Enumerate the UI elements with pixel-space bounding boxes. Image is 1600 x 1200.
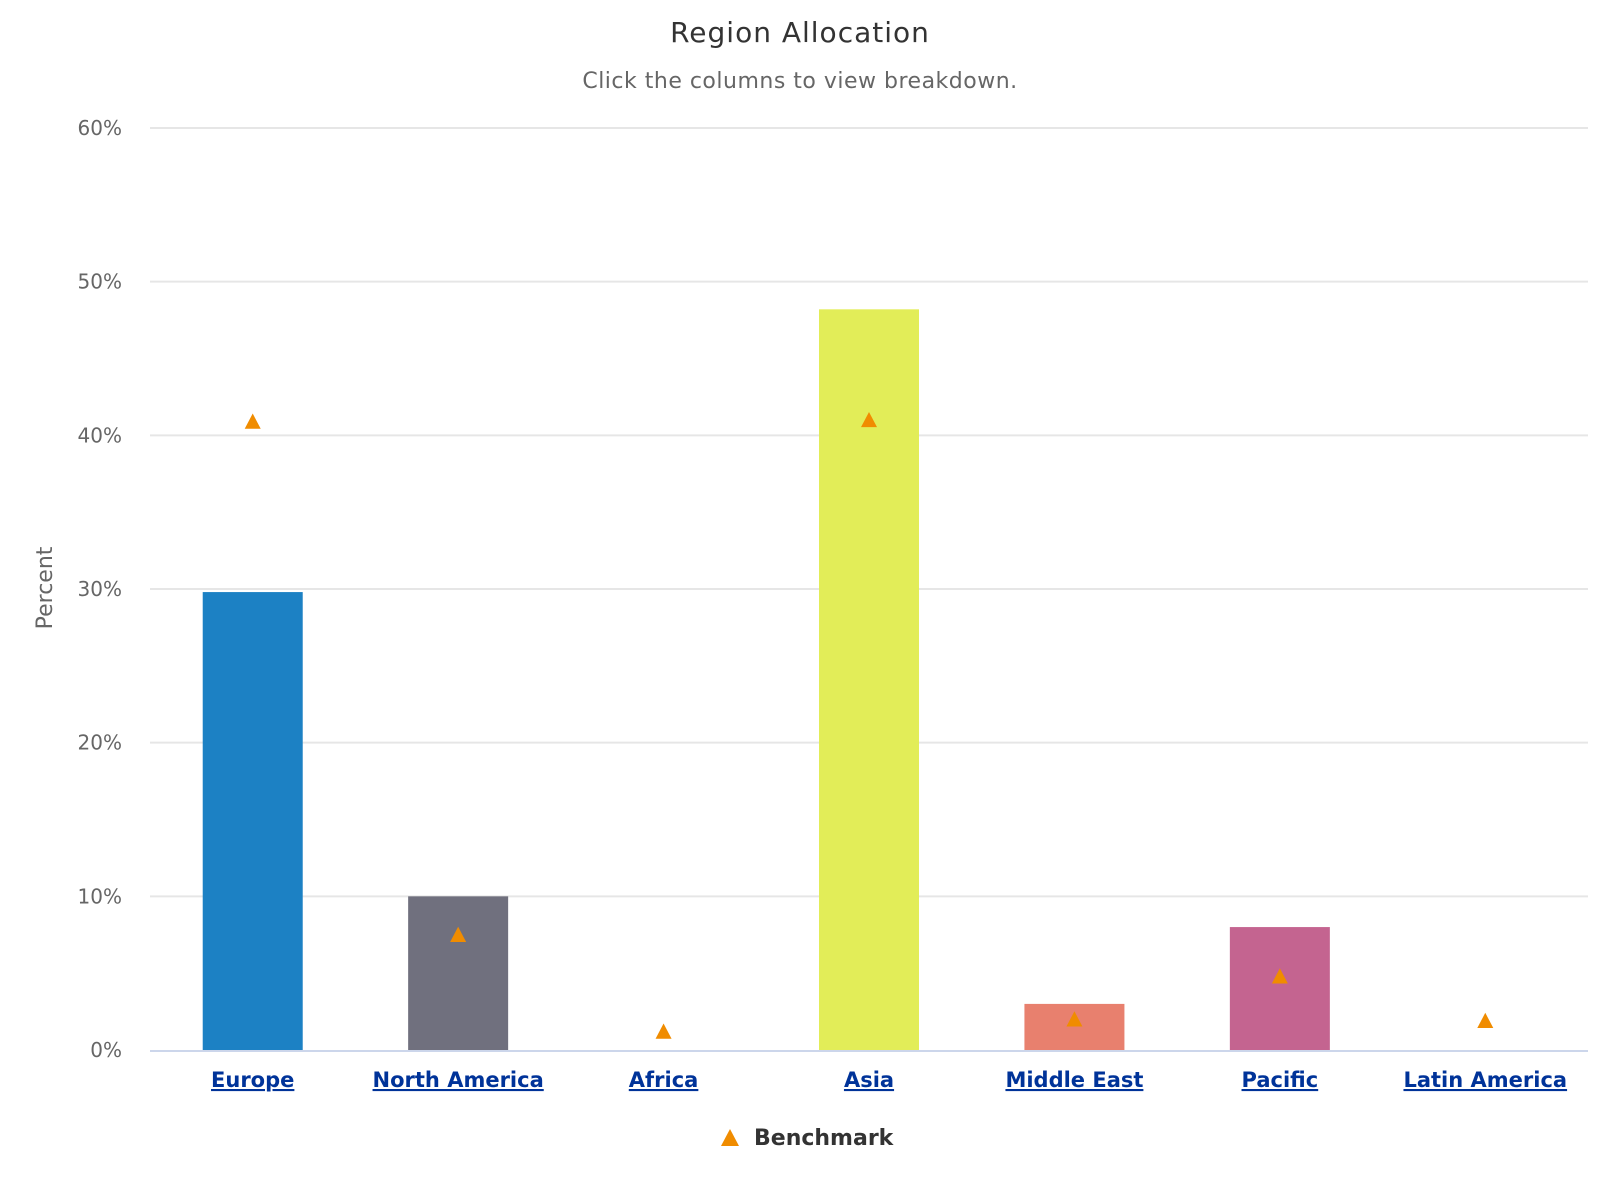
x-tick-label-europe[interactable]: Europe — [211, 1068, 294, 1092]
x-tick-label-north-america[interactable]: North America — [373, 1068, 544, 1092]
benchmark-marker-middle-east[interactable] — [1066, 1011, 1083, 1027]
y-tick-label: 60% — [78, 116, 122, 140]
x-tick-label-africa[interactable]: Africa — [629, 1068, 699, 1092]
x-axis-tick-labels: Europe North America Africa Asia Middle East… — [211, 1068, 1567, 1092]
bars — [202, 309, 1330, 1050]
chart-title: Region Allocation — [670, 16, 930, 49]
y-tick-label: 20% — [78, 731, 122, 755]
y-tick-label: 0% — [90, 1038, 122, 1062]
x-tick-label-asia[interactable]: Asia — [844, 1068, 894, 1092]
bar-pacific[interactable] — [1229, 927, 1330, 1050]
benchmark-markers — [244, 411, 1494, 1039]
y-tick-label: 40% — [78, 423, 122, 447]
benchmark-marker-north-america[interactable] — [450, 926, 467, 942]
chart-subtitle: Click the columns to view breakdown. — [582, 69, 1017, 94]
y-tick-label: 50% — [78, 270, 122, 294]
x-tick-label-pacific[interactable]: Pacific — [1242, 1068, 1319, 1092]
legend-benchmark-triangle-icon — [721, 1129, 739, 1146]
benchmark-marker-pacific[interactable] — [1271, 968, 1288, 984]
bar-asia[interactable] — [819, 309, 919, 1050]
legend-benchmark-label[interactable]: Benchmark — [754, 1126, 895, 1151]
y-tick-label: 10% — [78, 884, 122, 908]
y-axis-tick-labels: 0% 10% 20% 30% 40% 50% 60% — [78, 116, 122, 1062]
y-axis-title: Percent — [33, 546, 58, 629]
legend: Benchmark — [721, 1126, 895, 1151]
y-tick-label: 30% — [78, 577, 122, 601]
benchmark-marker-latin-america[interactable] — [1477, 1012, 1494, 1029]
benchmark-marker-asia[interactable] — [861, 411, 877, 428]
benchmark-marker-africa[interactable] — [655, 1023, 672, 1039]
x-tick-label-latin-america[interactable]: Latin America — [1403, 1068, 1567, 1092]
x-tick-label-middle-east[interactable]: Middle East — [1005, 1068, 1143, 1092]
benchmark-marker-europe[interactable] — [244, 413, 261, 429]
bar-north-america[interactable] — [408, 896, 509, 1050]
bar-middle-east[interactable] — [1024, 1003, 1125, 1050]
bar-europe[interactable] — [202, 592, 303, 1050]
